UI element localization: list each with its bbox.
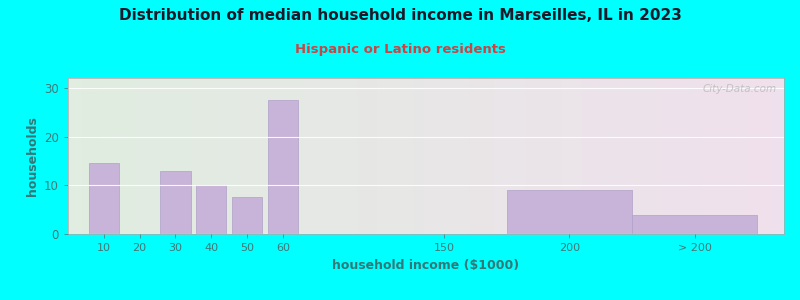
Bar xyxy=(160,171,190,234)
Bar xyxy=(196,185,226,234)
X-axis label: household income ($1000): household income ($1000) xyxy=(333,259,519,272)
Text: City-Data.com: City-Data.com xyxy=(702,84,777,94)
Bar xyxy=(232,197,262,234)
Bar xyxy=(632,214,757,234)
Bar xyxy=(89,163,119,234)
Text: Distribution of median household income in Marseilles, IL in 2023: Distribution of median household income … xyxy=(118,8,682,22)
Bar xyxy=(506,190,632,234)
Text: Hispanic or Latino residents: Hispanic or Latino residents xyxy=(294,44,506,56)
Y-axis label: households: households xyxy=(26,116,38,196)
Bar xyxy=(267,100,298,234)
